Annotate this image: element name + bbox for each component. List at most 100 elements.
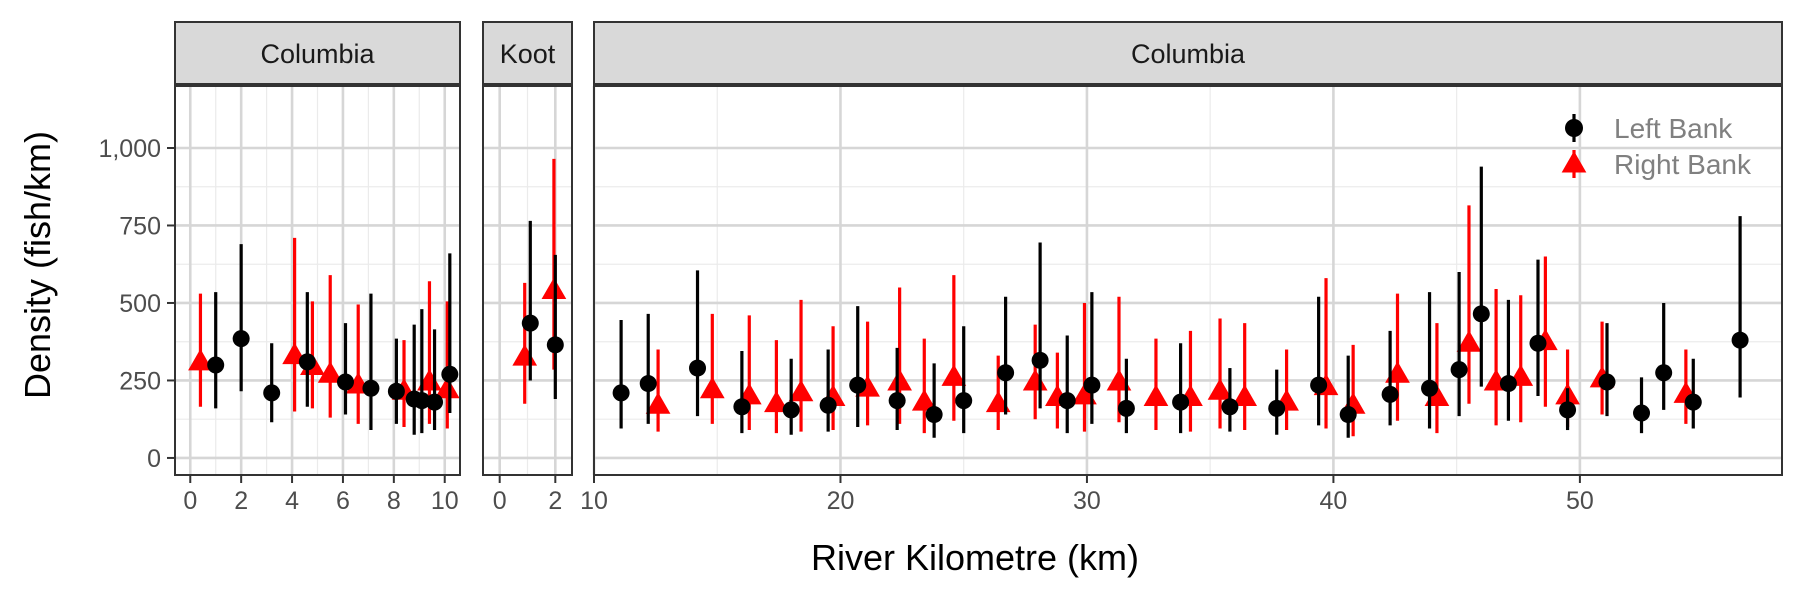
right-bank-point [887, 369, 912, 391]
strip-background [174, 21, 461, 85]
panel-1: Columbia [174, 21, 461, 476]
left-bank-point [733, 398, 751, 416]
left-bank-point [997, 364, 1015, 382]
left-bank-point [819, 396, 837, 414]
legend-right-bank-key [1561, 151, 1587, 173]
right-bank-point [1143, 384, 1169, 406]
left-bank-point [689, 359, 707, 377]
y-tick-label: 0 [147, 445, 161, 473]
data-marks [188, 237, 460, 435]
left-bank-point [1117, 399, 1135, 417]
x-tick-label: 20 [827, 487, 855, 515]
left-bank-point [1450, 361, 1468, 379]
right-bank-point [764, 390, 789, 413]
left-bank-point [546, 336, 564, 354]
left-bank-point [1381, 385, 1399, 403]
x-tick-label: 6 [336, 487, 350, 515]
left-bank-point [1684, 393, 1702, 411]
x-tick-label: 4 [285, 487, 299, 515]
panels-layer: Columbia Koot Columbia [174, 21, 1783, 476]
x-tick-label: 8 [387, 487, 401, 515]
legend-right-bank-label: Right Bank [1614, 149, 1752, 180]
left-bank-point [1559, 401, 1577, 419]
left-bank-point [1268, 399, 1286, 417]
right-bank-point [1456, 330, 1482, 352]
right-bank-point [699, 376, 725, 399]
strip-label: Columbia [1131, 39, 1246, 69]
x-tick-label: 10 [431, 487, 459, 515]
left-bank-point [925, 406, 943, 424]
strip-label: Columbia [260, 39, 375, 69]
right-bank-point [941, 364, 967, 386]
x-tick-label: 2 [548, 487, 562, 515]
left-bank-point [1731, 331, 1749, 349]
x-tick-label: 50 [1566, 487, 1594, 515]
left-bank-point [426, 393, 444, 411]
right-bank-point [188, 348, 213, 371]
x-tick-label: 10 [580, 487, 608, 515]
left-bank-point [336, 373, 354, 391]
right-bank-point [645, 392, 671, 414]
left-bank-point [1499, 375, 1517, 393]
y-tick-label: 1,000 [98, 135, 161, 163]
left-bank-point [521, 314, 539, 332]
y-tick-label: 750 [119, 212, 161, 240]
panel-border [174, 85, 461, 476]
panel-border [482, 85, 573, 476]
left-bank-point [1633, 404, 1651, 422]
right-bank-point [911, 389, 937, 411]
data-marks [612, 166, 1749, 438]
right-bank-point [1207, 378, 1233, 400]
left-bank-point [1058, 392, 1076, 410]
left-bank-point [1083, 376, 1101, 394]
left-bank-point [1339, 406, 1357, 424]
strip-background [482, 21, 573, 85]
right-bank-point [317, 361, 343, 383]
y-tick-label: 250 [119, 367, 161, 395]
left-bank-point [888, 392, 906, 410]
left-bank-point [639, 375, 657, 393]
panel-background [594, 86, 1782, 475]
y-tick-label: 500 [119, 290, 161, 318]
left-bank-point [362, 379, 380, 397]
legend-left-bank-key [1565, 119, 1583, 137]
x-tick-label: 30 [1073, 487, 1101, 515]
right-bank-point [788, 379, 814, 402]
right-bank-point [1232, 384, 1258, 406]
data-marks [512, 158, 567, 404]
strip-label: Koot [500, 39, 556, 69]
left-bank-point [612, 384, 630, 402]
left-bank-point [955, 392, 973, 410]
left-bank-point [387, 382, 405, 400]
left-bank-point [782, 401, 800, 419]
left-bank-point [441, 365, 459, 383]
left-bank-point [232, 330, 250, 348]
panel-3: Columbia [592, 21, 1783, 476]
panel-2: Koot [482, 21, 573, 476]
left-bank-point [1310, 376, 1328, 394]
left-bank-point [207, 356, 225, 374]
y-axis-title: Density (fish/km) [17, 131, 58, 399]
x-tick-label: 2 [234, 487, 248, 515]
left-bank-point [263, 384, 281, 402]
left-bank-point [1598, 373, 1616, 391]
panel-border [593, 85, 1783, 476]
left-bank-point [413, 392, 431, 410]
x-axis-title: River Kilometre (km) [811, 537, 1139, 578]
left-bank-point [1472, 305, 1490, 323]
x-tick-label: 40 [1320, 487, 1348, 515]
right-bank-point [434, 376, 460, 399]
left-bank-point [1421, 379, 1439, 397]
left-bank-point [298, 353, 316, 371]
legend: Left Bank Right Bank [1561, 113, 1752, 180]
left-bank-point [1221, 398, 1239, 416]
left-bank-point [1172, 393, 1190, 411]
x-tick-label: 0 [493, 487, 507, 515]
legend-left-bank-label: Left Bank [1614, 113, 1733, 144]
strip-background [593, 21, 1783, 85]
left-bank-point [1529, 334, 1547, 352]
left-bank-point [1031, 351, 1049, 369]
left-bank-point [1655, 364, 1673, 382]
